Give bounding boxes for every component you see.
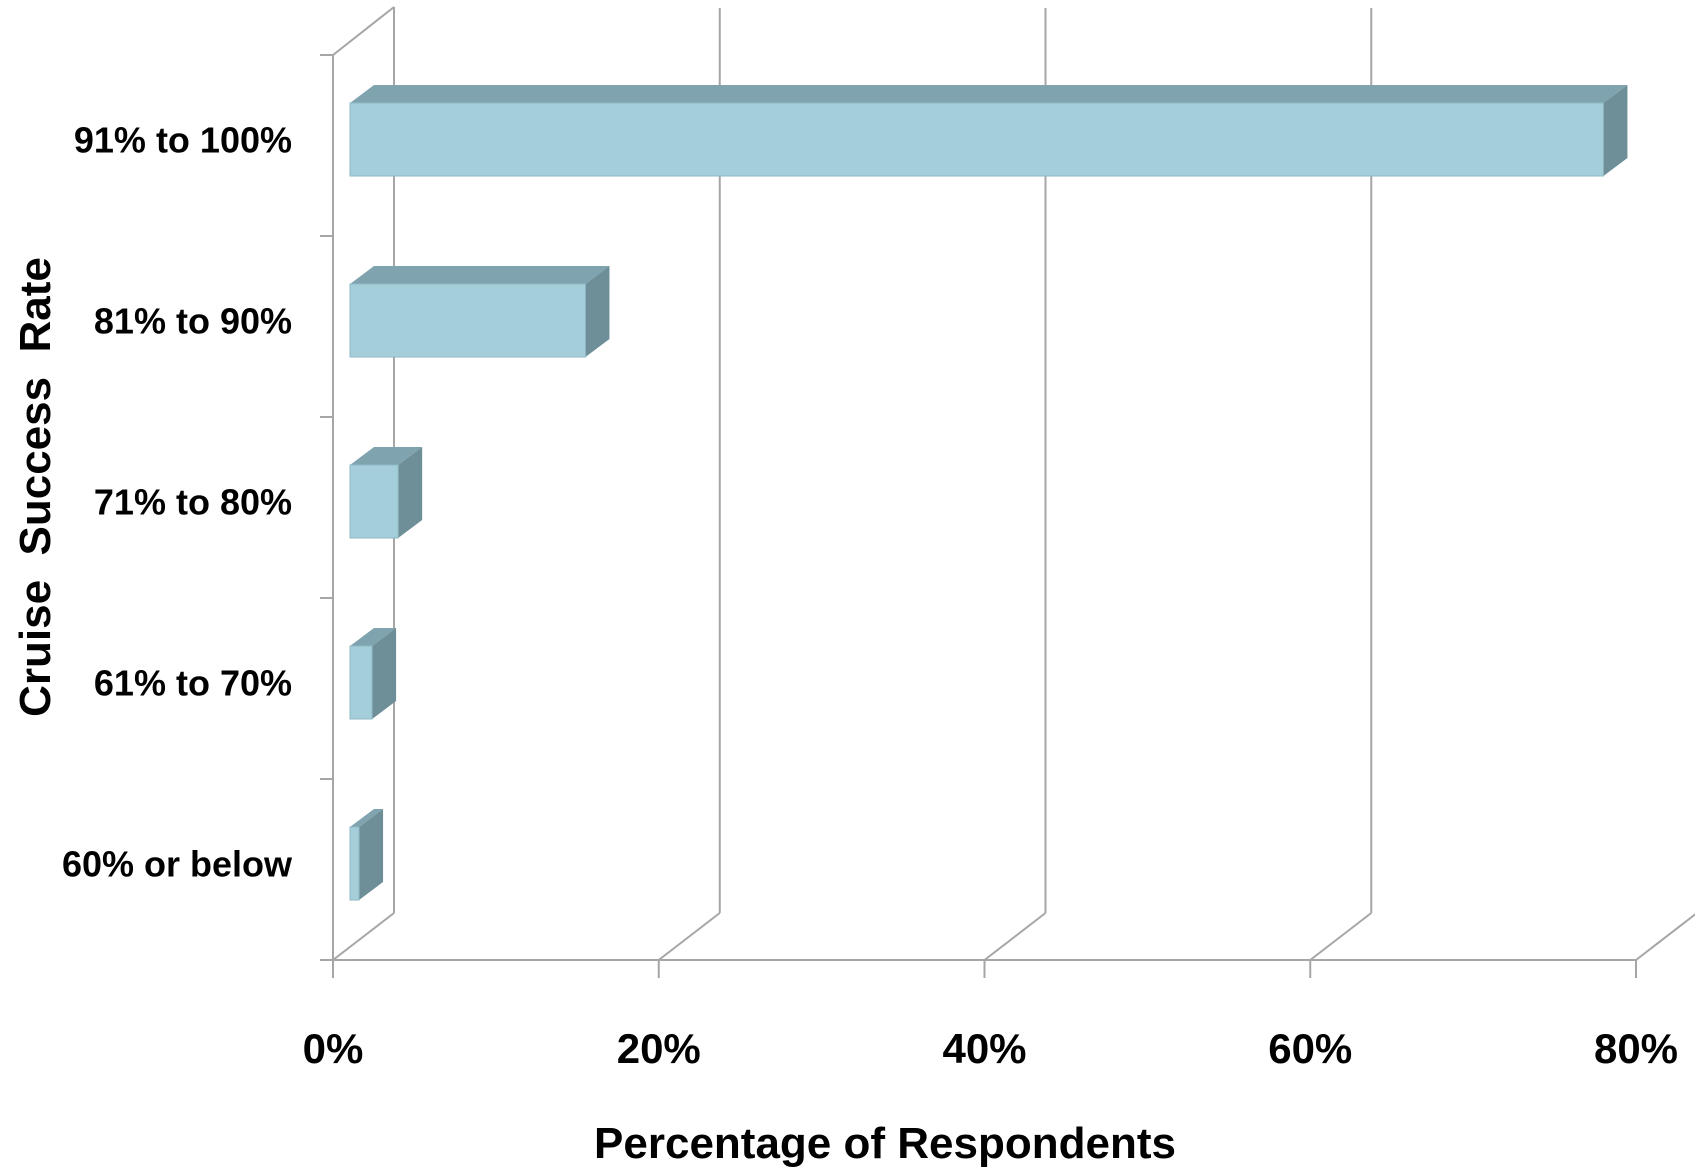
x-tick-label: 80% bbox=[1594, 1025, 1678, 1072]
floor-gridline bbox=[332, 912, 395, 961]
bar-side-face bbox=[359, 809, 384, 900]
bar-top-face bbox=[350, 447, 423, 465]
x-tick-label: 0% bbox=[303, 1025, 364, 1072]
labels: 0% 20% 40% 60% 80% 91% to 100% 81% to 90% 71% t… bbox=[62, 120, 1678, 1073]
bar-top-face bbox=[350, 809, 384, 827]
category-label: 71% to 80% bbox=[94, 482, 292, 523]
bar-top-face bbox=[350, 85, 1628, 103]
floor-gridline bbox=[1309, 912, 1372, 961]
bar bbox=[349, 266, 610, 358]
bar-front-face bbox=[349, 645, 373, 720]
bar-front-face bbox=[349, 102, 1604, 177]
x-tick-label: 60% bbox=[1268, 1025, 1352, 1072]
x-axis-title: Percentage of Respondents bbox=[594, 1119, 1176, 1168]
bar bbox=[349, 809, 384, 901]
category-label: 61% to 70% bbox=[94, 663, 292, 704]
bar-top-face bbox=[350, 266, 610, 284]
category-label: 81% to 90% bbox=[94, 301, 292, 342]
bar bbox=[349, 85, 1628, 177]
x-tick-label: 20% bbox=[617, 1025, 701, 1072]
bars bbox=[349, 85, 1628, 901]
wall-top-edge bbox=[332, 6, 395, 56]
bar-side-face bbox=[585, 266, 610, 357]
bar-front-face bbox=[349, 283, 586, 358]
bar bbox=[349, 447, 423, 539]
x-tick-label: 40% bbox=[942, 1025, 1026, 1072]
floor-gridline bbox=[983, 912, 1047, 961]
bar-top-face bbox=[350, 628, 397, 646]
bar bbox=[349, 628, 397, 720]
floor-gridline bbox=[1635, 913, 1695, 961]
bar-side-face bbox=[372, 628, 397, 719]
category-label: 91% to 100% bbox=[74, 120, 292, 161]
bar-front-face bbox=[349, 464, 399, 539]
floor-gridline bbox=[658, 912, 721, 961]
category-label: 60% or below bbox=[62, 844, 293, 885]
bar-front-face bbox=[349, 826, 360, 901]
bar-side-face bbox=[1603, 85, 1628, 176]
y-axis-title: Cruise Success Rate bbox=[11, 257, 60, 717]
bar-side-face bbox=[398, 447, 423, 538]
